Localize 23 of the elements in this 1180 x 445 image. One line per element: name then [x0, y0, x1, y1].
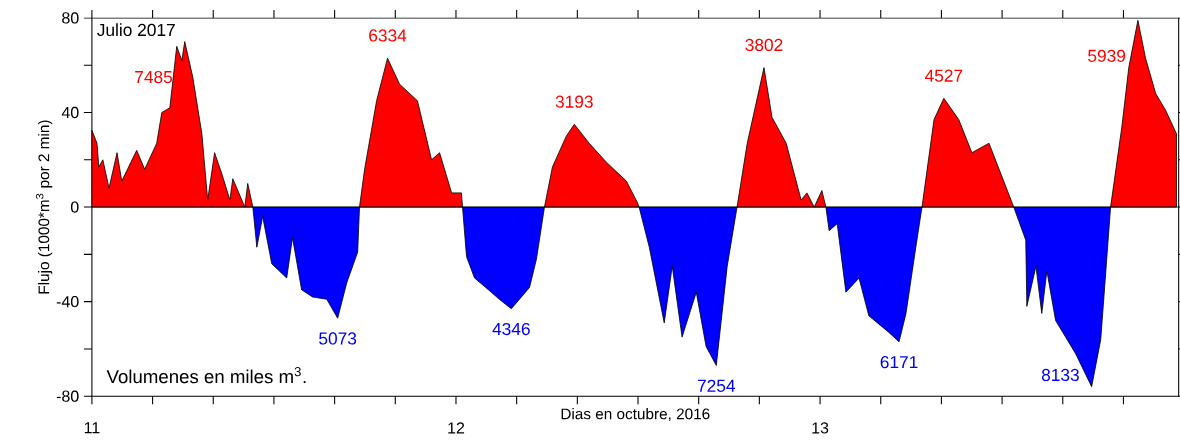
annotation: 5073 [319, 332, 357, 345]
y-tick-label: 0 [70, 201, 79, 213]
annotation: 7254 [697, 379, 736, 392]
annotation: 4527 [924, 69, 963, 82]
annotation: Julio 2017 [97, 23, 175, 36]
annotation: 6334 [369, 29, 407, 42]
annotation: 6171 [880, 355, 918, 369]
y-axis-title: Flujo (1000*m$^{3}$ por 2 min) [35, 120, 53, 294]
annotation: 3802 [745, 38, 783, 51]
x-tick-label: 13 [812, 421, 829, 434]
y-tick-label: 80 [62, 12, 79, 24]
annotation: 3193 [555, 95, 593, 108]
annotation: 7485 [135, 70, 173, 83]
y-tick-label: -80 [56, 390, 79, 402]
y-tick-label: 40 [61, 106, 79, 118]
annotation: 5939 [1088, 49, 1126, 62]
annotation: 4346 [492, 322, 530, 335]
annotation: Volumenes en miles m$^{3}$. [106, 366, 306, 384]
x-tick-label: 11 [84, 422, 100, 433]
x-tick-label: 12 [448, 421, 465, 434]
y-tick-label: -40 [56, 295, 79, 308]
annotation: 8133 [1041, 368, 1079, 381]
x-axis-title: Dias en octubre, 2016 [561, 407, 710, 421]
